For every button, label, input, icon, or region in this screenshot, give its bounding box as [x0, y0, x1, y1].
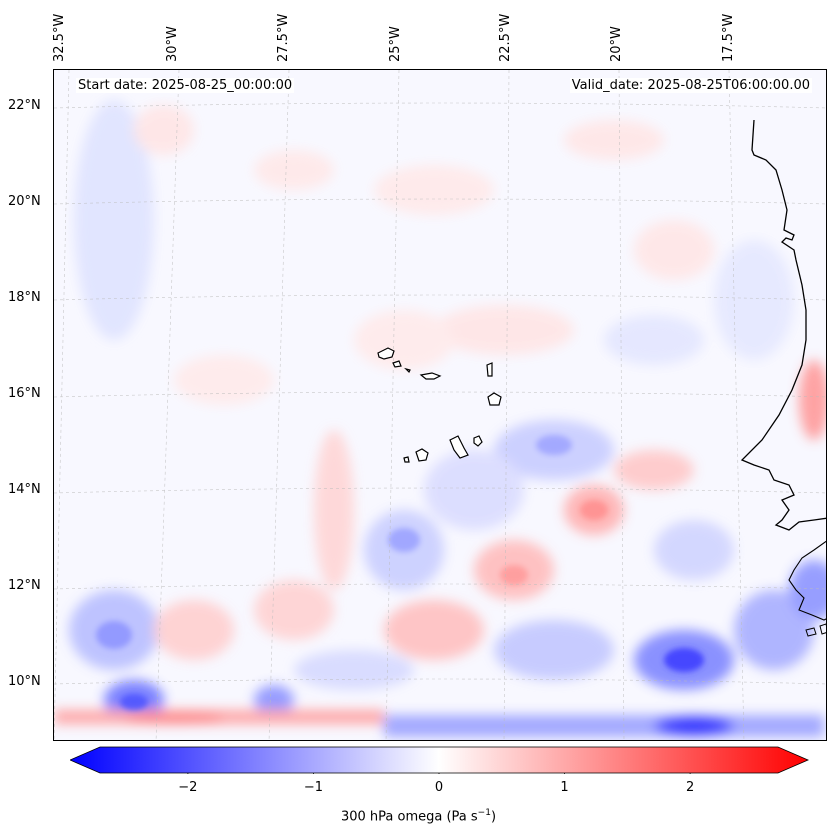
lat-label-22N: 22°N — [8, 98, 41, 113]
island-sao-nicolau — [419, 372, 442, 380]
island-boa-vista — [487, 392, 502, 406]
field-detail — [96, 435, 704, 710]
valid-date-label: Valid_date: 2025-08-25T06:00:00.00 — [569, 78, 812, 93]
gridlines — [54, 70, 826, 740]
parallel-14N — [54, 487, 826, 494]
lon-label-20W: 20°W — [609, 26, 624, 62]
lon-label-22.5W: 22.5°W — [498, 13, 513, 62]
colorbar-units-close: ) — [490, 809, 497, 825]
meridian-30W — [155, 70, 180, 740]
colorbar-units: (Pa s — [446, 809, 478, 825]
map-panel — [53, 69, 827, 741]
island-fogo — [415, 448, 429, 462]
lon-label-27.5W: 27.5°W — [276, 13, 291, 62]
field-shading — [54, 100, 826, 737]
meridian-32.5W — [54, 70, 70, 740]
lat-label-16N: 16°N — [8, 386, 41, 401]
colorbar-ticks — [187, 773, 691, 774]
parallel-22N — [54, 102, 826, 109]
africa-coastline-south — [788, 540, 826, 621]
colorbar-label: 300 hPa omega (Pa s−1) — [0, 808, 837, 824]
lon-label-30W: 30°W — [165, 26, 180, 62]
colorbar-variable: 300 hPa omega — [340, 809, 443, 825]
island-santa-luzia — [404, 367, 411, 374]
meridian-25W — [385, 70, 400, 740]
island-sal — [486, 362, 493, 377]
lon-label-17.5W: 17.5°W — [721, 13, 736, 62]
omega-field-map — [54, 70, 826, 740]
meridian-20W — [618, 70, 625, 740]
lat-label-20N: 20°N — [8, 194, 41, 209]
colorbar-body — [70, 746, 810, 774]
meridian-17.5W — [728, 70, 745, 740]
parallel-10N — [54, 678, 826, 685]
island-maio — [473, 435, 483, 447]
island-santo-antao — [377, 347, 395, 360]
parallel-12N — [54, 583, 826, 590]
lat-label-10N: 10°N — [8, 674, 41, 689]
meridian-27.5W — [268, 70, 290, 740]
colorbar-tick-label-2: 2 — [685, 780, 695, 795]
start-date-label: Start date: 2025-08-25_00:00:00 — [76, 78, 295, 93]
cape-verde-islands — [377, 347, 502, 463]
colorbar-tick-label-0: 0 — [434, 780, 444, 795]
lon-label-25W: 25°W — [388, 26, 403, 62]
colorbar-tick-label-1: 1 — [560, 780, 569, 795]
colorbar-tick-label--2: −2 — [178, 780, 198, 795]
lat-label-18N: 18°N — [8, 290, 41, 305]
lat-label-14N: 14°N — [8, 482, 41, 497]
africa-coastline — [740, 119, 826, 531]
meridian-22.5W — [503, 70, 510, 740]
parallel-16N — [54, 391, 826, 398]
bijagos-islands — [805, 623, 826, 637]
island-santiago — [449, 435, 469, 459]
colorbar — [70, 746, 810, 774]
island-sao-vicente — [392, 360, 402, 368]
lon-label-32.5W: 32.5°W — [52, 13, 67, 62]
parallel-18N — [54, 294, 826, 301]
colorbar-tick-label--1: −1 — [303, 780, 324, 795]
parallel-20N — [54, 198, 826, 205]
island-brava — [403, 456, 410, 463]
lat-label-12N: 12°N — [8, 578, 41, 593]
colorbar-units-exponent: −1 — [477, 808, 491, 818]
